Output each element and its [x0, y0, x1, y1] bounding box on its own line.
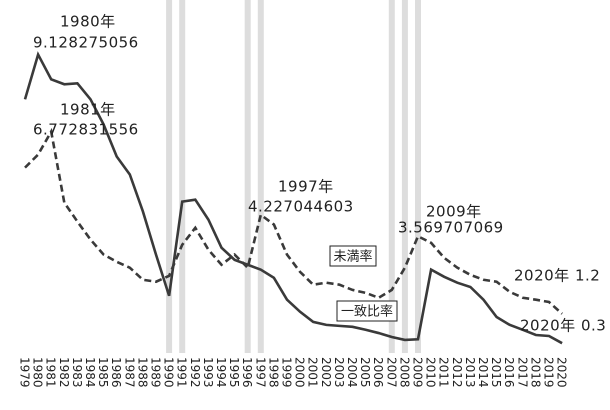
- x-tick-label: 1992: [188, 357, 202, 388]
- x-tick-label: 1983: [70, 357, 84, 388]
- x-tick-label: 1989: [149, 357, 163, 388]
- x-tick-label: 2000: [293, 357, 307, 388]
- series-line: [24, 127, 563, 315]
- annotation: 2020年 0.3: [520, 317, 606, 335]
- x-tick-label: 2014: [476, 357, 490, 388]
- annotation: 2020年 1.2: [514, 267, 600, 285]
- x-tick-label: 1991: [175, 357, 189, 388]
- x-tick-label: 2001: [306, 357, 320, 388]
- annotation: 6.772831556: [33, 121, 139, 139]
- series-line: [23, 51, 563, 345]
- x-tick-label: 2015: [489, 357, 503, 388]
- x-tick-label: 1995: [227, 357, 241, 388]
- x-tick-label: 1998: [266, 357, 280, 388]
- x-tick-label: 2003: [332, 357, 346, 388]
- legend-label: 未満率: [333, 249, 372, 265]
- x-tick-label: 2008: [397, 357, 411, 388]
- x-tick-label: 1994: [214, 357, 228, 388]
- x-tick-label: 1986: [109, 357, 123, 388]
- x-tick-label: 1997: [253, 357, 267, 388]
- shade-band: [244, 0, 251, 353]
- legend-box: [329, 245, 377, 267]
- x-tick-label: 2010: [424, 357, 438, 388]
- x-tick-label: 1999: [280, 357, 294, 388]
- x-tick-label: 2011: [437, 357, 451, 388]
- x-tick-label: 2009: [411, 357, 425, 388]
- x-tick-label: 1982: [57, 357, 71, 388]
- annotation: 1981年: [60, 101, 116, 119]
- x-tick-label: 2006: [371, 357, 385, 388]
- x-tick-label: 2004: [345, 357, 359, 388]
- x-tick-label: 2007: [384, 357, 398, 388]
- x-tick-label: 2019: [542, 357, 556, 388]
- x-tick-label: 1984: [83, 357, 97, 388]
- x-tick-label: 2012: [450, 357, 464, 388]
- annotation: 2009年: [426, 203, 482, 221]
- annotation: 9.128275056: [33, 34, 139, 52]
- x-tick-label: 2017: [515, 357, 529, 388]
- shade-band: [415, 0, 421, 353]
- x-tick-label: 2013: [463, 357, 477, 388]
- shade-band: [166, 0, 173, 353]
- x-tick-label: 1979: [18, 357, 32, 388]
- x-tick-label: 2005: [358, 357, 372, 388]
- legend-label: 一致比率: [341, 304, 393, 320]
- x-tick-label: 2018: [528, 357, 542, 388]
- shade-band: [388, 0, 395, 353]
- x-tick-label: 1988: [135, 357, 149, 388]
- x-tick-label: 2016: [502, 357, 516, 388]
- legend-box: [336, 300, 398, 322]
- annotation: 4.227044603: [248, 198, 354, 216]
- shade-band: [257, 0, 264, 353]
- shade-band: [179, 0, 186, 353]
- x-tick-label: 1987: [122, 357, 136, 388]
- x-tick-label: 1985: [96, 357, 110, 388]
- x-tick-label: 1981: [44, 357, 58, 388]
- x-tick-label: 2002: [319, 357, 333, 388]
- x-tick-label: 1993: [201, 357, 215, 388]
- annotation: 3.569707069: [398, 219, 504, 237]
- x-tick-label: 1980: [31, 357, 45, 388]
- x-tick-label: 1996: [240, 357, 254, 388]
- x-tick-label: 1990: [162, 357, 176, 388]
- shade-band: [401, 0, 408, 353]
- annotation: 1980年: [60, 13, 116, 31]
- x-tick-label: 2020: [555, 357, 569, 388]
- annotation: 1997年: [278, 178, 334, 196]
